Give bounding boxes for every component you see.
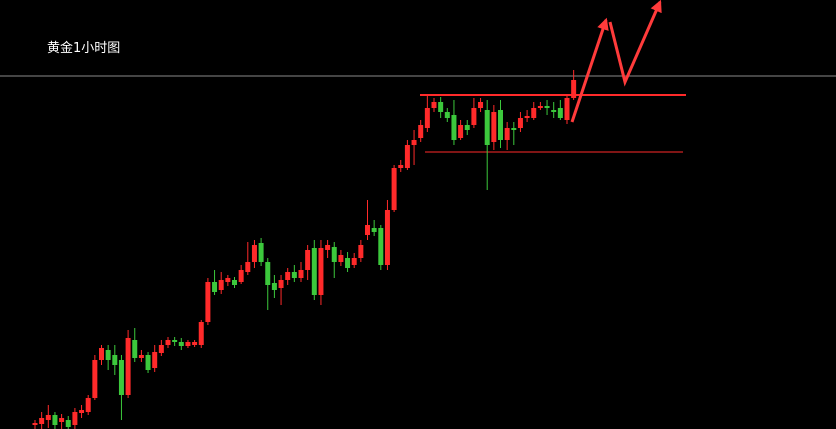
candle-body [524,116,530,118]
candle-body [371,228,377,232]
candle-body [418,125,424,138]
candle-body [251,245,257,262]
candle-body [564,98,570,120]
candle-body [391,168,397,210]
candle-body [32,423,38,425]
candle-body [172,340,178,342]
forecast-arrow [570,17,609,123]
candle-body [557,108,563,118]
candle-body [178,342,184,346]
candle-body [65,420,71,427]
candle-body [345,258,351,268]
forecast-arrow [608,0,662,87]
candle-body [232,280,237,285]
candle-body [99,348,104,360]
candle-body [451,115,457,140]
candle-body [152,352,158,368]
candle-body [351,258,357,265]
candle-body [225,278,231,282]
candle-body [192,342,198,345]
candle-body [325,245,331,250]
candle-body [238,270,244,282]
candle-body [105,350,111,360]
candle-body [305,250,311,270]
candle-body [378,228,384,265]
candle-body [478,102,484,108]
candle-body [484,110,490,145]
candle-body [285,272,291,280]
candle-body [471,108,477,125]
candle-body [258,243,264,262]
candle-body [291,272,297,278]
candle-body [318,248,324,295]
candle-body [571,80,577,98]
candle-body [218,280,224,290]
candle-body [365,225,370,235]
candle-body [491,112,497,142]
candle-body [45,415,51,420]
candle-body [72,412,78,425]
candle-body [404,145,410,168]
candle-body [145,355,151,370]
candle-body [464,125,470,130]
candle-body [458,125,464,138]
candle-body [112,355,118,365]
candle-body [271,283,277,290]
candle-body [311,248,317,295]
candle-body [245,262,251,272]
candle-body [52,415,58,425]
candle-body [531,108,537,118]
candle-body [424,108,430,128]
candle-body [544,106,550,108]
candle-body [39,418,45,424]
candle-body [132,340,138,358]
candle-body [398,165,404,168]
candle-body [158,345,164,353]
candle-body [384,210,390,265]
candle-body [185,342,191,346]
candle-body [338,255,344,262]
candle-body [198,322,204,345]
candle-body [438,102,444,112]
candle-body [212,282,218,292]
candles [32,70,577,429]
candle-body [498,110,503,140]
candle-body [59,418,65,422]
candle-body [551,110,557,112]
candle-body [118,360,124,395]
candle-body [92,360,98,398]
candle-body [138,355,144,358]
candle-body [165,340,171,345]
candle-body [358,245,364,258]
candle-body [278,280,284,288]
candle-body [444,112,450,118]
candle-body [265,262,271,285]
candle-body [85,398,91,412]
candle-body [205,282,211,322]
candle-body [431,102,437,108]
candle-body [125,338,131,395]
candle-body [298,270,304,278]
candle-body [504,128,510,140]
candle-body [537,106,543,108]
candle-body [79,410,85,413]
chart-title: 黄金1小时图 [47,40,120,56]
candle-body [411,140,417,145]
candle-body [511,128,517,130]
candle-body [517,118,523,128]
candle-body [331,247,337,262]
